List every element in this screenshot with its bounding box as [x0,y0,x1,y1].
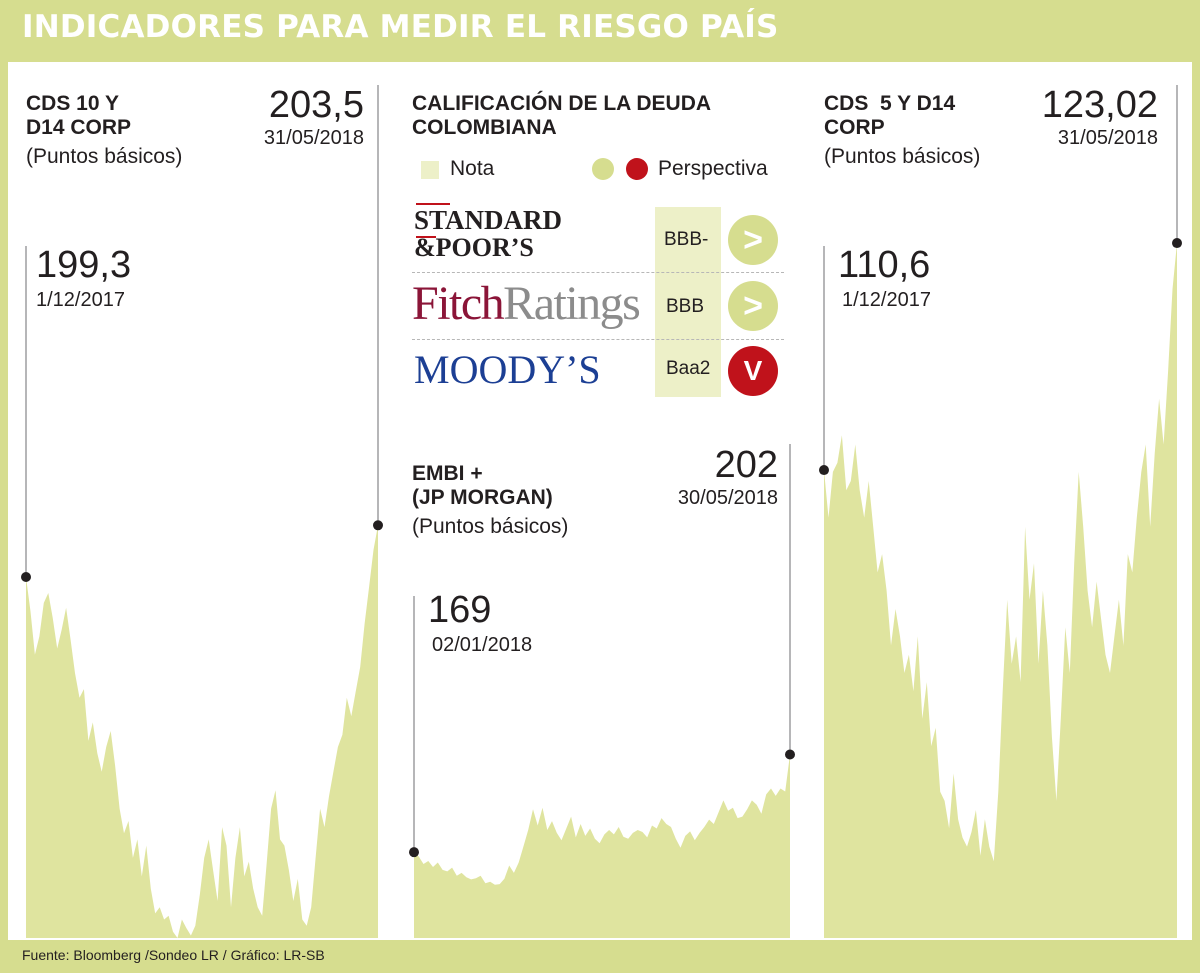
header-bar: INDICADORES PARA MEDIR EL RIESGO PAÍS [0,0,1200,60]
sp-logo-rule [416,203,450,205]
page-title: INDICADORES PARA MEDIR EL RIESGO PAÍS [22,9,779,45]
cds5-title-line1: CDS 5 Y D14 [824,92,956,115]
rating-column [655,207,721,397]
sp-logo-line1: STANDARD [414,205,563,235]
moodys-logo: MOODY’S [414,347,601,392]
sp-logo-line2: &POOR’S [414,233,534,262]
separator [412,272,784,273]
cds10-end-point [373,520,383,531]
legend-stable-dot [592,158,614,180]
embi-title-line1: EMBI + [412,462,483,485]
cds10-title-line2: D14 CORP [26,115,132,139]
moodys-outlook-negative-icon: V [728,346,778,396]
sp-outlook-stable-icon: > [728,215,778,265]
embi-area-series [414,754,790,938]
embi-end-point [785,749,795,760]
legend-note-swatch [421,161,439,179]
cds5-end-value: 123,02 [1041,84,1158,126]
cds10-start-point [21,572,31,583]
cds10-start-date: 1/12/2017 [36,289,125,311]
cds5-start-point [819,465,829,476]
ratings-title-line2: COLOMBIANA [412,115,557,139]
cds5-start-value: 110,6 [838,244,931,286]
embi-title: EMBI + (JP MORGAN) [412,462,553,509]
fitch-outlook-stable-icon: > [728,281,778,331]
cds10-end-date: 31/05/2018 [263,127,364,149]
ratings-title-line1: CALIFICACIÓN DE LA DEUDA [412,92,712,115]
cds5-area-series [824,243,1177,938]
fitch-logo-part1: Fitch [412,277,505,330]
cds5-end-date: 31/05/2018 [1057,127,1158,149]
cds10-start-value: 199,3 [36,244,132,286]
cds5-end-point [1172,238,1182,249]
cds10-area-series [26,525,378,938]
cds10-title: CDS 10 Y D14 CORP [26,92,131,139]
embi-title-line2: (JP MORGAN) [412,485,553,509]
separator [412,339,784,340]
cds10-end-value: 203,5 [268,84,364,126]
sp-rating: BBB- [664,229,709,250]
fitch-logo-part2: Ratings [503,277,641,330]
cds10-title-line1: CDS 10 Y [26,92,119,115]
embi-end-value: 202 [714,444,778,486]
legend-negative-dot [626,158,648,180]
embi-end-date: 30/05/2018 [677,487,778,509]
fitch-logo: FitchRatings [412,276,641,331]
legend-note-label: Nota [450,157,495,180]
embi-start-point [409,847,419,858]
source-note: Fuente: Bloomberg /Sondeo LR / Gráfico: … [22,947,325,963]
legend-perspective-label: Perspectiva [658,157,768,180]
content-panel [8,62,1192,940]
sp-logo-rule [416,236,436,238]
embi-unit: (Puntos básicos) [412,515,569,538]
fitch-rating: BBB [666,296,705,317]
cds5-unit: (Puntos básicos) [824,145,981,168]
moodys-rating: Baa2 [666,358,711,379]
embi-start-value: 169 [428,589,492,631]
cds5-title: CDS 5 Y D14 CORP [824,92,955,139]
cds10-unit: (Puntos básicos) [26,145,183,168]
cds5-start-date: 1/12/2017 [842,289,931,311]
cds5-title-line2: CORP [824,115,885,139]
ratings-title: CALIFICACIÓN DE LA DEUDA COLOMBIANA [412,92,711,139]
embi-start-date: 02/01/2018 [432,634,533,656]
